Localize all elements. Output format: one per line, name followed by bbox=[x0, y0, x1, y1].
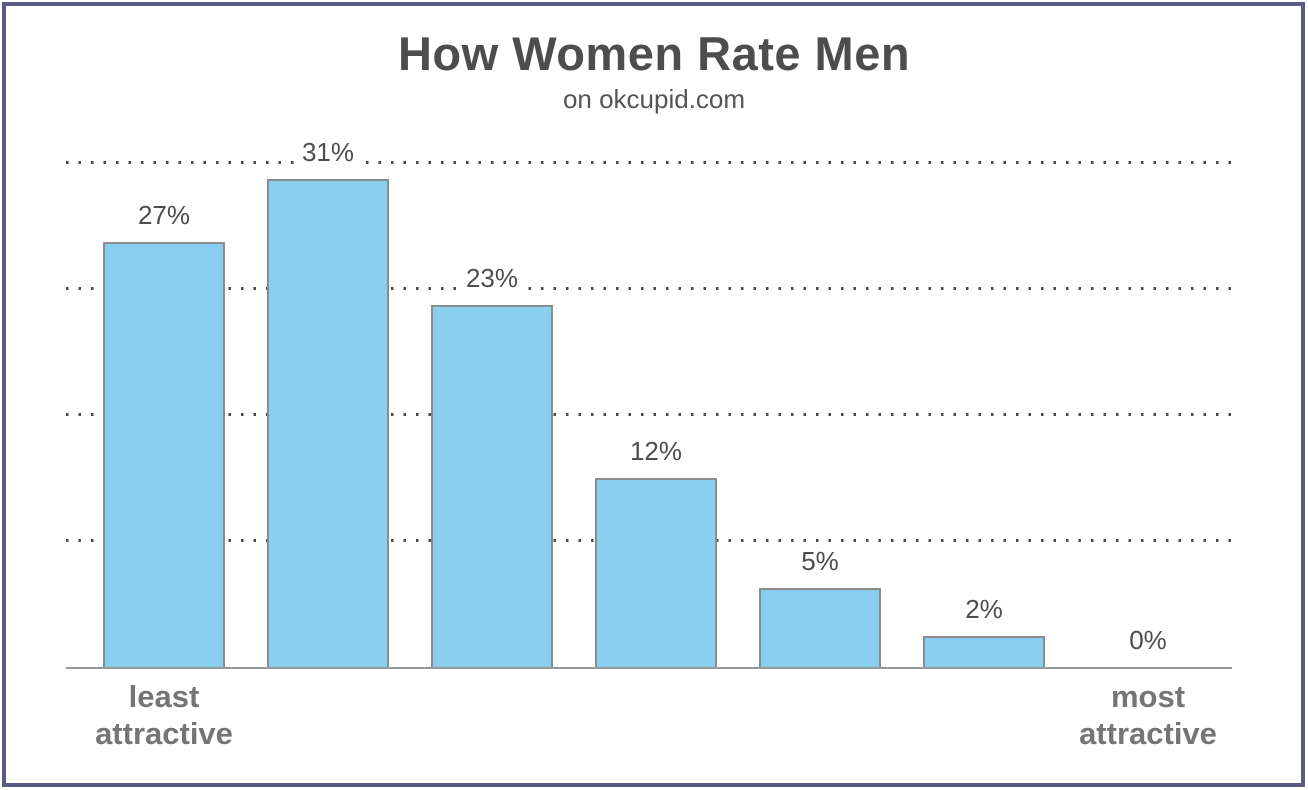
bar-5 bbox=[759, 588, 881, 667]
bar-value-label-3: 23% bbox=[460, 262, 524, 293]
bar-1 bbox=[103, 241, 225, 667]
bar-value-label-7: 0% bbox=[1124, 625, 1172, 655]
bar-3 bbox=[431, 304, 553, 667]
x-axis-label-most-attractive: most attractive bbox=[1079, 679, 1217, 751]
plot-area: 27% 31% 23% 12% 5% 2% 0% bbox=[66, 136, 1232, 669]
bar-value-label-2: 31% bbox=[296, 136, 360, 167]
bar-6 bbox=[923, 635, 1045, 667]
bar-value-label-1: 27% bbox=[132, 199, 196, 230]
gridline-32-percent bbox=[66, 161, 1232, 164]
bar-value-label-6: 2% bbox=[960, 593, 1008, 624]
chart-title: How Women Rate Men bbox=[397, 27, 911, 80]
bar-value-label-5: 5% bbox=[796, 546, 844, 577]
bar-2 bbox=[267, 178, 389, 667]
chart-subtitle: on okcupid.com bbox=[562, 84, 746, 114]
bar-value-label-4: 12% bbox=[624, 436, 688, 466]
gridline-16-percent bbox=[66, 413, 1232, 416]
x-axis-label-least-attractive: least attractive bbox=[95, 679, 233, 751]
gridline-24-percent bbox=[66, 287, 1232, 290]
bar-4 bbox=[595, 478, 717, 667]
